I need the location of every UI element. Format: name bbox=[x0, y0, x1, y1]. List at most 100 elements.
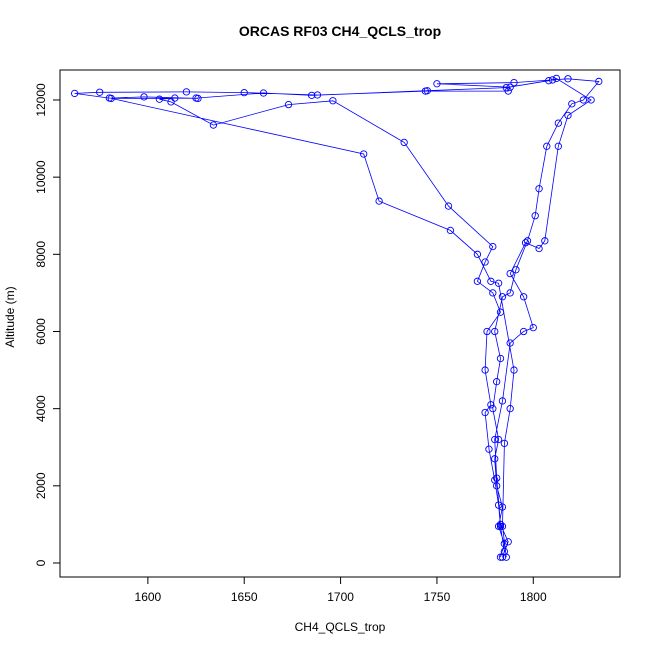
data-point bbox=[192, 94, 200, 102]
y-tick-label: 8000 bbox=[34, 241, 48, 268]
data-point bbox=[433, 80, 441, 88]
data-point bbox=[284, 100, 293, 109]
data-point bbox=[496, 520, 505, 529]
data-point bbox=[473, 250, 482, 258]
x-axis-label: CH4_QCLS_trop bbox=[295, 620, 386, 634]
data-point bbox=[489, 242, 497, 251]
data-point bbox=[313, 91, 322, 99]
data-point bbox=[481, 258, 489, 266]
data-point bbox=[500, 540, 509, 548]
data-point bbox=[489, 405, 497, 413]
data-point bbox=[446, 226, 455, 235]
data-point bbox=[140, 93, 148, 101]
data-point bbox=[498, 522, 507, 530]
data-point bbox=[496, 308, 505, 316]
data-point bbox=[500, 439, 509, 448]
data-point bbox=[400, 138, 408, 147]
data-point bbox=[209, 121, 218, 129]
data-point bbox=[491, 435, 499, 444]
x-tick-label: 1750 bbox=[424, 590, 451, 604]
data-point bbox=[502, 83, 510, 92]
y-tick-label: 10000 bbox=[34, 160, 48, 194]
data-point bbox=[504, 538, 512, 546]
data-point bbox=[494, 279, 503, 287]
chart-title: ORCAS RF03 CH4_QCLS_trop bbox=[239, 23, 441, 39]
data-point bbox=[240, 88, 248, 97]
data-point bbox=[483, 327, 491, 336]
x-tick-label: 1800 bbox=[520, 590, 547, 604]
x-tick-label: 1700 bbox=[327, 590, 354, 604]
data-point bbox=[510, 78, 518, 87]
data-point bbox=[579, 96, 588, 104]
data-point bbox=[506, 289, 514, 297]
data-point bbox=[519, 293, 528, 301]
data-point bbox=[473, 277, 482, 285]
data-point bbox=[552, 74, 561, 83]
data-point bbox=[554, 142, 562, 150]
data-point bbox=[485, 445, 493, 453]
data-point bbox=[535, 244, 543, 253]
data-point bbox=[107, 94, 115, 103]
data-point bbox=[529, 323, 537, 332]
y-tick-label: 2000 bbox=[34, 472, 48, 499]
data-point bbox=[498, 397, 507, 405]
data-point bbox=[541, 237, 549, 245]
data-point bbox=[568, 100, 576, 108]
data-point bbox=[360, 150, 368, 158]
data-point bbox=[510, 366, 518, 374]
x-tick-label: 1600 bbox=[135, 590, 162, 604]
data-point bbox=[498, 553, 507, 561]
y-tick-label: 4000 bbox=[34, 395, 48, 422]
data-point bbox=[535, 185, 543, 193]
data-point bbox=[329, 97, 337, 105]
data-point bbox=[506, 405, 514, 413]
data-point bbox=[444, 202, 453, 210]
data-point bbox=[506, 339, 514, 347]
data-point bbox=[531, 212, 539, 220]
data-point bbox=[519, 327, 528, 336]
data-point bbox=[564, 111, 572, 120]
data-point bbox=[491, 455, 499, 463]
data-point bbox=[423, 87, 431, 95]
y-tick-label: 12000 bbox=[34, 83, 48, 117]
data-point bbox=[491, 476, 499, 484]
data-point bbox=[493, 474, 501, 482]
data-point bbox=[96, 88, 104, 96]
data-point bbox=[259, 89, 268, 97]
data-point bbox=[494, 435, 503, 444]
data-point bbox=[494, 501, 503, 509]
data-point bbox=[543, 142, 551, 150]
data-point bbox=[554, 119, 562, 127]
data-point bbox=[481, 408, 489, 417]
y-tick-label: 6000 bbox=[34, 318, 48, 345]
data-point bbox=[494, 522, 503, 530]
y-tick-label: 0 bbox=[34, 559, 48, 566]
data-point bbox=[167, 98, 175, 106]
data-point bbox=[564, 75, 572, 83]
data-point bbox=[487, 277, 495, 285]
data-point bbox=[521, 239, 530, 247]
data-point bbox=[182, 88, 191, 96]
data-point bbox=[595, 77, 603, 86]
data-point bbox=[512, 266, 520, 274]
data-point bbox=[587, 96, 595, 104]
data-point bbox=[489, 289, 497, 297]
data-point bbox=[498, 503, 507, 511]
data-line bbox=[74, 77, 600, 558]
data-point bbox=[506, 269, 514, 278]
x-tick-label: 1650 bbox=[231, 590, 258, 604]
data-point bbox=[493, 377, 501, 386]
data-point bbox=[308, 91, 316, 100]
data-point bbox=[155, 95, 164, 103]
data-point bbox=[496, 354, 505, 363]
data-point bbox=[375, 197, 383, 205]
data-point bbox=[70, 89, 79, 98]
data-point bbox=[548, 76, 557, 84]
data-point bbox=[523, 237, 532, 245]
data-point bbox=[171, 94, 179, 102]
data-point bbox=[487, 401, 495, 409]
data-point bbox=[496, 553, 505, 561]
data-point bbox=[506, 83, 514, 91]
